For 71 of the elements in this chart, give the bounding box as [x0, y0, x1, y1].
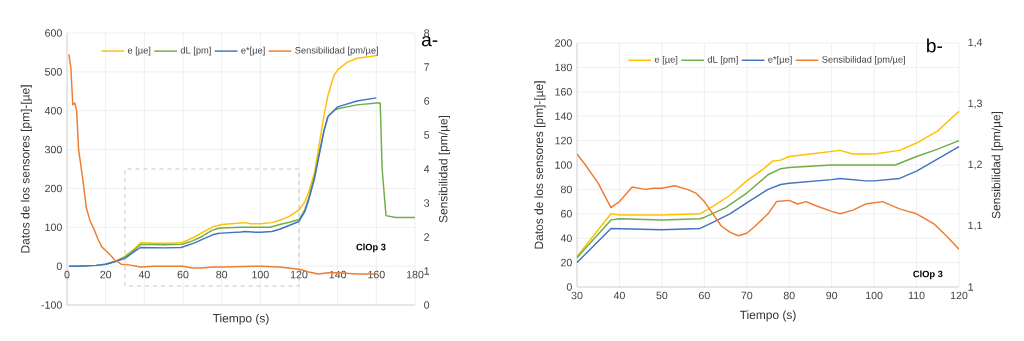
y2-tick-label: 6: [424, 97, 430, 105]
annotation: ClOp 3: [356, 243, 386, 253]
y2-tick-label: 1: [968, 283, 974, 291]
x-tick-label: 100: [252, 270, 269, 279]
y-tick-label: 600: [45, 29, 62, 37]
y-tick-label: 100: [555, 161, 572, 169]
legend-label: Sensibilidad [pm/µe]: [822, 55, 905, 65]
x-tick-label: 40: [613, 291, 625, 300]
y-tick-label: 300: [44, 145, 62, 154]
y-tick-label: 120: [555, 136, 572, 145]
y-axis-title: Datos de los sensores [pm]-[µe]: [20, 85, 32, 253]
y2-axis-title: Sensibilidad [pm/µe]: [438, 115, 450, 223]
text: a-: [421, 35, 438, 47]
y-tick-label: 0: [566, 283, 572, 291]
x-axis-title: Tiempo (s): [212, 313, 269, 325]
y-tick-label: 200: [555, 39, 572, 47]
x-tick-label: 0: [64, 270, 70, 279]
y2-axis-title: Sensibilidad [pm/µe]: [991, 111, 1003, 219]
annotation: b-: [927, 38, 942, 53]
y-tick-label: -100: [41, 301, 62, 309]
legend-label: dL [pm]: [707, 55, 738, 65]
line-series: [576, 110, 960, 258]
y-tick-label: 500: [44, 68, 62, 76]
x-axis-title: Tiempo (s): [739, 310, 796, 322]
y-tick-label: 160: [555, 88, 572, 96]
y-tick-label: 80: [560, 185, 572, 194]
y2-tick-label: 2: [424, 233, 430, 241]
y-tick-label: 140: [555, 112, 572, 120]
y2-tick-label: 8: [424, 29, 430, 37]
x-tick-label: 120: [290, 270, 308, 279]
y-tick-label: 400: [44, 106, 62, 115]
x-tick-label: 70: [741, 291, 753, 300]
y-axis-title: Datos de los sensores [pm]-[µe]: [534, 81, 546, 249]
legend-label: e [µe]: [127, 46, 151, 56]
x-tick-label: 80: [216, 270, 228, 279]
y2-tick-label: 1,1: [968, 221, 982, 231]
y-tick-label: 0: [56, 262, 62, 270]
y2-tick-label: 1,2: [968, 160, 982, 170]
x-tick-label: 100: [866, 291, 883, 300]
y-tick-label: 20: [561, 258, 572, 267]
annotation: ClOp 3: [913, 270, 943, 280]
legend-label: e*[µe]: [768, 55, 792, 65]
legend-label: e [µe]: [654, 55, 678, 65]
y-tick-label: 60: [561, 210, 572, 218]
x-tick-label: 110: [908, 291, 925, 300]
y2-tick-label: 3: [424, 199, 430, 207]
y2-tick-label: 5: [424, 131, 430, 139]
y2-tick-label: 4: [423, 165, 430, 173]
x-tick-label: 60: [177, 270, 189, 279]
y2-tick-label: 0: [424, 301, 430, 309]
x-tick-label: 80: [783, 291, 795, 300]
legend-label: Sensibilidad [pm/µe]: [295, 46, 378, 56]
legend-label: e*[µe]: [241, 46, 265, 56]
x-tick-label: 40: [138, 270, 150, 279]
x-tick-label: 90: [826, 291, 838, 300]
x-tick-label: 20: [100, 270, 112, 279]
y-tick-label: 40: [560, 234, 572, 242]
x-tick-label: 60: [698, 291, 710, 300]
y2-tick-label: 1,3: [968, 99, 982, 109]
y-tick-label: 180: [555, 63, 572, 72]
y-tick-label: 200: [45, 184, 62, 193]
legend-label: dL [pm]: [180, 46, 211, 56]
y2-tick-label: 7: [424, 63, 430, 71]
x-tick-label: 50: [656, 291, 668, 300]
y2-tick-label: 1,4: [968, 38, 983, 48]
y-tick-label: 100: [45, 223, 62, 232]
x-tick-label: 30: [571, 291, 583, 300]
x-tick-label: 180: [406, 270, 424, 279]
x-tick-label: 160: [368, 270, 385, 279]
y2-tick-label: 1: [424, 267, 430, 275]
x-tick-label: 120: [950, 291, 968, 300]
